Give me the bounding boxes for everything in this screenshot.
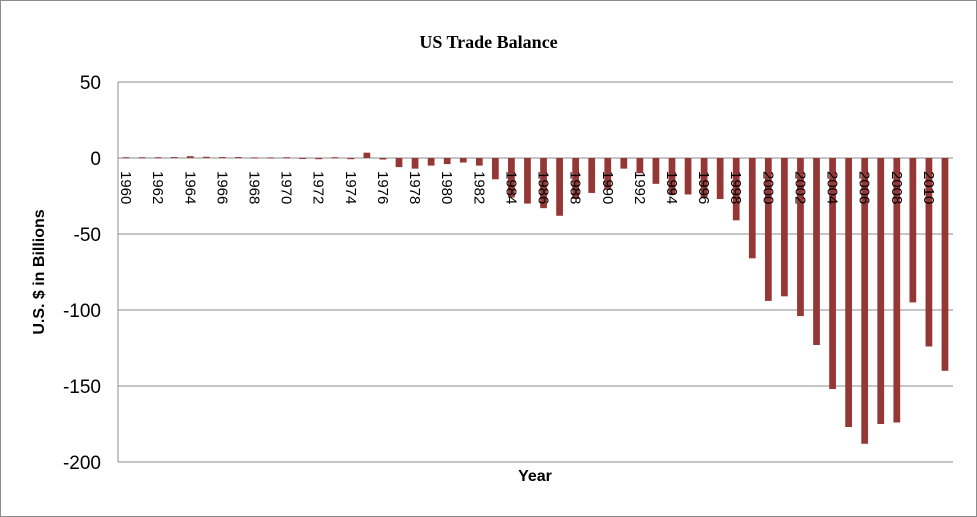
bar (925, 158, 933, 347)
bar (845, 158, 852, 428)
x-tick-label: 1986 (535, 171, 552, 204)
bar (411, 158, 419, 169)
bar (572, 158, 580, 200)
x-tick-label: 1972 (310, 171, 327, 204)
bar (813, 158, 820, 345)
bar (556, 158, 563, 216)
bar (620, 158, 628, 169)
x-tick-label: 1968 (245, 171, 262, 204)
x-tick-label: 1996 (695, 171, 712, 204)
bar (267, 157, 274, 159)
gridlines (118, 81, 953, 463)
y-tick-labels: 50 0 -50 -100 -150 -200 (63, 73, 101, 474)
bar (122, 157, 130, 159)
bar (299, 158, 307, 159)
bar (700, 158, 708, 198)
x-tick-label: 1964 (181, 171, 198, 204)
x-tick-label: 2006 (856, 171, 873, 204)
bar (668, 158, 676, 195)
bar (395, 158, 403, 168)
bar (491, 158, 499, 180)
bar (508, 158, 515, 198)
bar (732, 158, 740, 221)
bar (652, 158, 660, 184)
y-tick-label: -50 (74, 225, 101, 246)
bar (219, 157, 226, 159)
bar (235, 157, 242, 159)
chart-title: US Trade Balance (419, 32, 558, 52)
bar (459, 158, 467, 163)
x-tick-label: 1994 (663, 171, 680, 204)
bar (781, 158, 788, 297)
x-tick-label: 1984 (502, 171, 519, 204)
x-axis-title: Year (518, 468, 552, 485)
y-tick-label: 50 (80, 73, 101, 94)
x-tick-label: 1974 (342, 171, 359, 204)
x-tick-label: 1992 (631, 171, 648, 204)
bar (475, 158, 483, 166)
bar (202, 156, 210, 158)
y-tick-label: -100 (63, 301, 101, 322)
bar (315, 158, 323, 160)
bar (797, 158, 804, 317)
x-tick-label: 1970 (278, 171, 295, 204)
bar (909, 158, 917, 303)
bar (347, 158, 355, 160)
x-tick-label: 1990 (599, 171, 616, 204)
bar (588, 158, 596, 193)
x-tick-label: 2002 (791, 171, 808, 204)
bar (684, 158, 692, 195)
x-tick-label: 1978 (406, 171, 423, 204)
bar (893, 158, 901, 423)
bar (829, 158, 836, 390)
bar (427, 158, 435, 166)
bar (251, 157, 258, 159)
bar (363, 152, 371, 158)
bar (540, 158, 547, 209)
bar (877, 158, 885, 424)
x-tick-label: 1998 (727, 171, 744, 204)
bar (636, 158, 644, 174)
bar (170, 157, 178, 159)
bar (443, 158, 451, 165)
bar (154, 157, 162, 159)
x-tick-label: 1976 (374, 171, 391, 204)
bar (379, 158, 387, 160)
bar (524, 158, 531, 204)
bars (122, 152, 949, 444)
x-tick-label: 2010 (920, 171, 937, 204)
x-tick-label: 1980 (438, 171, 455, 204)
bar (861, 158, 869, 444)
y-tick-label: -200 (63, 453, 101, 474)
y-tick-label: 0 (90, 149, 101, 170)
bar (716, 158, 724, 200)
x-tick-label: 2008 (888, 171, 905, 204)
bar (604, 158, 612, 190)
bar (331, 157, 339, 159)
bar (186, 156, 194, 158)
bar (764, 158, 772, 301)
bar (748, 158, 756, 259)
x-tick-label: 1988 (567, 171, 584, 204)
y-tick-label: -150 (63, 377, 101, 398)
x-tick-labels: 1960 1962 1964 1966 1968 1970 1972 1974 1976 1978… (117, 171, 937, 204)
bar (941, 158, 949, 371)
bar (138, 157, 146, 159)
x-tick-label: 2004 (824, 171, 841, 204)
x-tick-label: 1966 (213, 171, 230, 204)
x-tick-label: 1982 (470, 171, 487, 204)
x-tick-label: 2000 (759, 171, 776, 204)
x-tick-label: 1962 (149, 171, 166, 204)
bar (283, 157, 290, 159)
x-tick-label: 1960 (117, 171, 134, 204)
